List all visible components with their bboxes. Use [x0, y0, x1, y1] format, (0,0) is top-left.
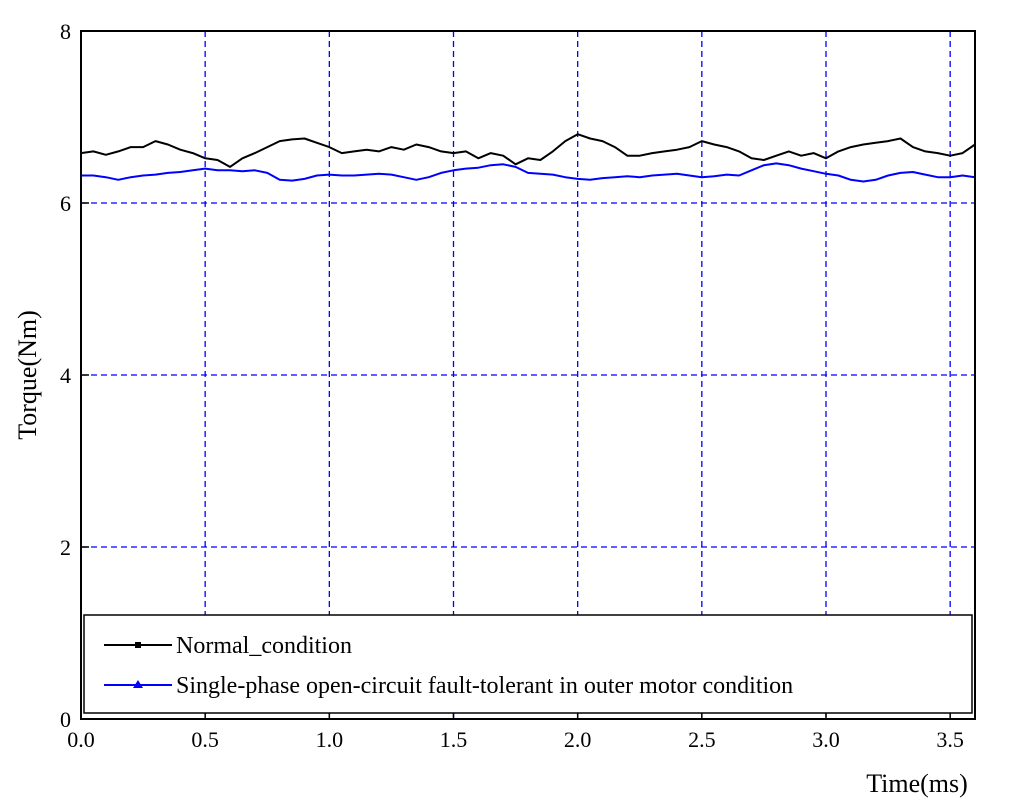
- axis-ticks: 0.0 0.5 1.0 1.5 2.0 2.5 3.0 3.5 0 2 4 6 8: [60, 19, 964, 752]
- y-tick-label-1: 2: [60, 535, 71, 560]
- y-tick-label-0: 0: [60, 707, 71, 732]
- legend-label-fault: Single-phase open-circuit fault-tolerant…: [176, 673, 793, 699]
- x-tick-label-7: 3.5: [936, 727, 964, 752]
- x-axis-label: Time(ms): [866, 769, 968, 798]
- x-tick-label-3: 1.5: [440, 727, 468, 752]
- y-tick-label-4: 8: [60, 19, 71, 44]
- y-axis-label: Torque(Nm): [13, 310, 42, 440]
- y-tick-label-2: 4: [60, 363, 71, 388]
- legend: Normal_condition Single-phase open-circu…: [83, 614, 973, 714]
- x-tick-label-2: 1.0: [316, 727, 344, 752]
- grid-lines: [81, 31, 975, 719]
- series-line-0: [80, 133, 976, 168]
- x-tick-label-1: 0.5: [191, 727, 219, 752]
- legend-label-normal: Normal_condition: [176, 633, 352, 659]
- x-tick-label-4: 2.0: [564, 727, 592, 752]
- series-line-1: [81, 162, 976, 183]
- x-tick-label-5: 2.5: [688, 727, 716, 752]
- legend-box: [83, 614, 973, 714]
- series-layer: [80, 133, 976, 183]
- x-tick-label-6: 3.0: [812, 727, 840, 752]
- legend-marker-square-icon: [135, 642, 141, 648]
- legend-marker-triangle-icon: [133, 680, 143, 688]
- y-tick-label-3: 6: [60, 191, 71, 216]
- x-tick-label-0: 0.0: [67, 727, 95, 752]
